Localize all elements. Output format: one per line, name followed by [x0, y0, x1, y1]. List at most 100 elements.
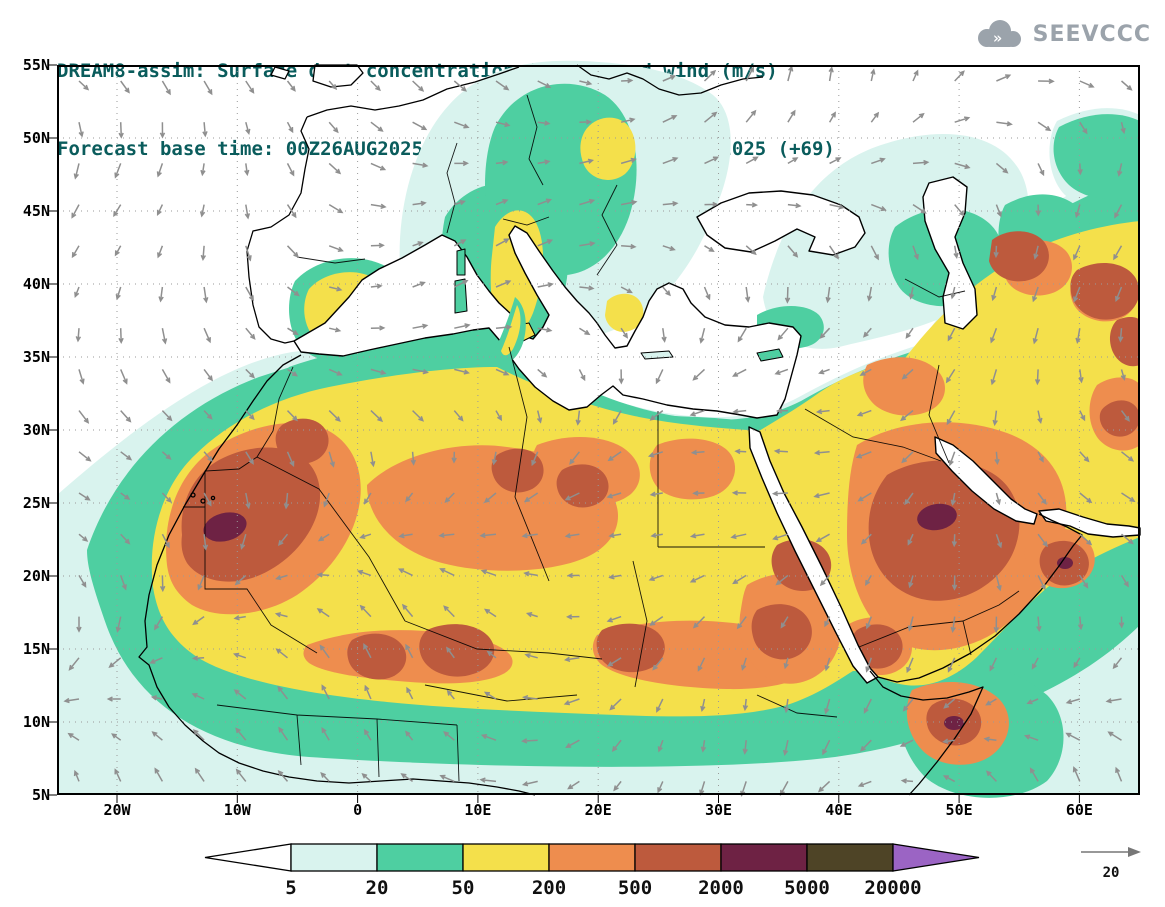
axis-ticks [49, 64, 1080, 803]
wind-arrow-icon [901, 451, 914, 464]
wind-arrow-icon [1115, 766, 1123, 782]
wind-arrow-icon [1120, 122, 1126, 135]
wind-arrow-icon [286, 80, 296, 92]
wind-arrow-icon [537, 368, 548, 378]
lat-tick-label: 10N [22, 713, 50, 731]
wind-arrow-icon [857, 780, 872, 788]
wind-arrow-icon [620, 157, 637, 165]
wind-arrow-icon [443, 731, 455, 741]
wind-arrow-icon [652, 657, 664, 671]
wind-arrow-icon [995, 492, 1001, 506]
wind-arrow-icon [732, 368, 747, 377]
wind-arrow-icon [454, 323, 471, 329]
wind-arrow-icon [192, 729, 205, 741]
colorbar-label: 200 [532, 877, 566, 899]
wind-arrow-icon [813, 449, 830, 456]
wind-arrow-icon [283, 492, 290, 510]
wind-arrow-icon [1114, 204, 1123, 219]
wind-arrow-icon [871, 157, 886, 165]
wind-arrow-icon [245, 327, 256, 340]
wind-arrow-icon [495, 238, 510, 247]
wind-arrow-icon [405, 492, 414, 503]
wind-arrow-icon [579, 198, 596, 206]
dust-region-500-2000 [1070, 262, 1140, 320]
lat-tick-label: 20N [22, 567, 50, 585]
wind-arrow-icon [233, 615, 246, 621]
wind-arrow-icon [67, 732, 80, 741]
wind-arrow-icon [76, 616, 82, 633]
wind-arrow-icon [912, 112, 925, 123]
wind-arrow-icon [704, 111, 718, 123]
wind-arrow-icon [1079, 80, 1095, 88]
wind-arrow-icon [621, 243, 637, 250]
wind-arrow-icon [995, 162, 1009, 174]
wind-arrow-icon [859, 368, 872, 376]
wind-arrow-icon [947, 657, 956, 673]
lat-tick-label: 30N [22, 421, 50, 439]
wind-arrow-icon [439, 774, 455, 783]
wind-arrow-icon [370, 203, 387, 210]
wind-arrow-icon [787, 157, 799, 165]
wind-arrow-icon [537, 198, 552, 206]
wind-arrow-icon [993, 616, 999, 634]
colorbar-label: 2000 [698, 877, 744, 899]
wind-arrow-icon [899, 739, 914, 747]
wind-arrow-icon [363, 728, 372, 741]
svg-text:»: » [993, 29, 1002, 47]
wind-arrow-icon [115, 616, 122, 633]
wind-arrow-icon [453, 279, 469, 288]
wind-arrow-icon [439, 568, 455, 577]
wind-arrow-icon [200, 245, 207, 262]
wind-arrow-icon [149, 657, 163, 664]
wind-arrow-icon [950, 492, 957, 506]
wind-arrow-icon [245, 410, 255, 421]
wind-arrow-icon [995, 204, 1002, 218]
wind-arrow-icon [483, 608, 497, 618]
wind-arrow-icon [363, 642, 372, 659]
wind-arrow-icon [745, 156, 759, 165]
wind-arrow-icon [245, 286, 254, 302]
wind-arrow-icon [611, 739, 622, 753]
wind-arrow-icon [203, 492, 212, 507]
wind-arrow-icon [787, 109, 796, 123]
wind-arrow-icon [245, 245, 252, 262]
wind-arrow-icon [860, 739, 872, 752]
wind-arrow-icon [537, 80, 552, 88]
wind-arrow-icon [114, 245, 122, 257]
wind-arrow-icon [200, 163, 206, 177]
wind-arrow-icon [192, 615, 205, 626]
wind-arrow-icon [745, 109, 757, 123]
wind-arrow-icon [495, 324, 513, 330]
wind-arrow-icon [995, 575, 1002, 592]
wind-arrow-icon [161, 533, 170, 549]
wind-arrow-icon [412, 200, 427, 207]
wind-arrow-icon [1031, 657, 1039, 670]
wind-arrow-icon [951, 534, 958, 548]
wind-arrow-icon [203, 451, 213, 462]
wind-arrow-icon [737, 327, 747, 343]
wind-arrow-icon [829, 157, 842, 165]
wind-arrow-icon [900, 410, 914, 422]
wind-arrow-icon [745, 66, 754, 82]
wind-arrow-icon [397, 568, 413, 577]
wind-arrow-icon [479, 532, 497, 539]
lat-tick-label: 55N [22, 56, 50, 74]
wind-arrow-icon [828, 245, 839, 260]
wind-arrow-icon [317, 533, 330, 542]
seevccc-logo: » SEEVCCC [972, 18, 1151, 50]
wind-arrow-icon [649, 410, 664, 421]
wind-arrow-icon [865, 616, 872, 630]
wind-arrow-icon [161, 328, 168, 345]
wind-arrow-icon [783, 698, 790, 714]
wind-arrow-icon [118, 328, 124, 344]
wind-arrow-icon [828, 66, 834, 82]
wind-arrow-icon [161, 492, 172, 504]
wind-arrow-icon [495, 199, 509, 206]
wind-arrow-icon [578, 369, 586, 382]
wind-arrow-icon [855, 451, 872, 459]
wind-arrow-icon [819, 327, 831, 339]
wind-arrow-icon [655, 369, 664, 385]
wind-arrow-icon [446, 689, 455, 700]
wind-arrow-icon [657, 781, 664, 794]
colorbar-box [634, 843, 722, 872]
